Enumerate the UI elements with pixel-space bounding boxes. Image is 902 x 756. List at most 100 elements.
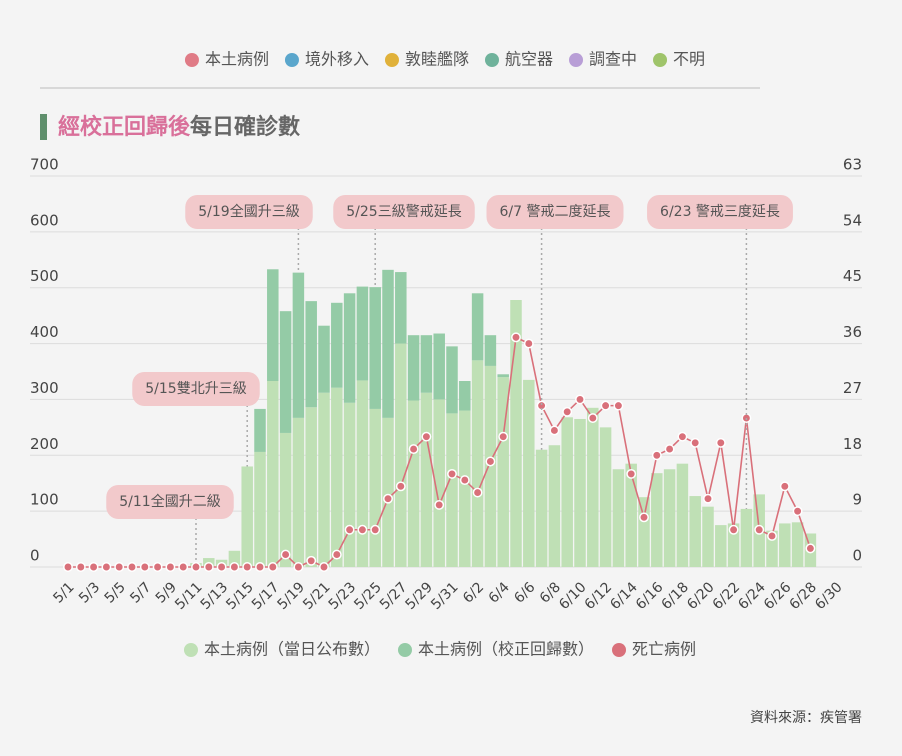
point: [216, 562, 227, 572]
legend-swatch: [653, 53, 668, 67]
annotation-box: [106, 485, 234, 519]
bar: [471, 293, 484, 361]
point: [664, 444, 675, 455]
point: [395, 481, 406, 492]
annotation: 6/7 警戒二度延長: [500, 204, 611, 220]
bar: [548, 445, 561, 567]
bar: [343, 293, 356, 403]
bar: [254, 408, 266, 452]
point: [549, 425, 560, 436]
bar: [318, 392, 330, 567]
annotation: 5/11全國升二級: [119, 493, 220, 510]
bar: [689, 496, 701, 567]
point: [127, 562, 137, 572]
point: [63, 562, 73, 572]
point: [600, 400, 611, 411]
bar: [612, 469, 625, 567]
point: [651, 450, 662, 461]
bar: [318, 325, 330, 393]
bar: [587, 407, 599, 567]
point: [152, 562, 163, 572]
bar: [292, 417, 305, 567]
point: [562, 406, 573, 417]
point: [805, 543, 816, 554]
bar: [292, 272, 305, 418]
point: [280, 549, 291, 560]
legend-swatch: [397, 643, 412, 657]
bar: [433, 399, 445, 567]
annotation-box: [486, 195, 624, 229]
point: [293, 562, 304, 572]
point: [165, 562, 176, 572]
point: [408, 444, 419, 455]
y2-tick-label: 0: [852, 547, 862, 565]
bar: [395, 272, 407, 344]
legend-label: 本土病例: [205, 50, 269, 69]
bar: [523, 379, 535, 567]
y-tick-label: 300: [30, 379, 59, 397]
point: [229, 562, 240, 572]
bar: [599, 427, 612, 567]
bar: [228, 550, 241, 567]
bar: [574, 418, 586, 567]
bar: [471, 360, 484, 567]
point: [88, 562, 99, 572]
point: [754, 524, 765, 535]
bar: [497, 374, 509, 378]
y-tick-label: 500: [30, 267, 59, 285]
bar: [791, 522, 804, 567]
bar: [331, 387, 343, 567]
bar: [676, 463, 689, 567]
point: [459, 475, 470, 486]
bar: [305, 407, 317, 567]
annotation: 5/15雙北升三級: [145, 381, 246, 397]
title-marker: [40, 114, 47, 140]
bar: [446, 413, 458, 567]
bar: [279, 432, 292, 567]
point: [728, 524, 739, 535]
bar: [535, 449, 548, 567]
bar: [651, 473, 663, 567]
point: [331, 549, 342, 560]
bar: [369, 408, 381, 567]
legend-swatch: [612, 643, 627, 657]
bar: [663, 469, 676, 567]
point: [523, 338, 534, 349]
bar: [727, 523, 740, 567]
legend-swatch: [183, 643, 198, 657]
y-tick-label: 600: [30, 211, 59, 229]
point: [447, 468, 457, 479]
bar: [407, 400, 420, 567]
annotation: 6/23 警戒三度延長: [660, 204, 780, 220]
bar: [740, 508, 753, 567]
legend-label: 死亡病例: [632, 640, 696, 659]
bar: [382, 417, 394, 567]
legend-label: 本土病例（當日公布數）: [204, 640, 380, 659]
bar: [382, 269, 394, 418]
annotation-box: [647, 195, 793, 229]
point: [370, 524, 381, 535]
point: [703, 493, 713, 504]
point: [101, 562, 112, 572]
point: [511, 332, 521, 343]
bar: [356, 286, 369, 381]
bar: [779, 523, 791, 567]
annotation: 5/19全國升三級: [198, 203, 299, 220]
bar: [420, 335, 433, 393]
title-highlight: 經校正回歸後: [58, 114, 191, 140]
bar: [407, 335, 420, 401]
point: [626, 468, 637, 479]
bar: [433, 333, 445, 400]
legend-swatch: [569, 53, 584, 67]
point: [575, 394, 585, 405]
annotation: 5/25三級警戒延長: [346, 204, 461, 220]
point: [255, 562, 265, 572]
point: [613, 400, 624, 411]
point: [357, 524, 368, 535]
legend-label: 航空器: [505, 50, 553, 69]
point: [139, 562, 150, 572]
bar: [305, 301, 317, 408]
legend-swatch: [284, 53, 299, 67]
y-tick-label: 700: [30, 156, 59, 174]
